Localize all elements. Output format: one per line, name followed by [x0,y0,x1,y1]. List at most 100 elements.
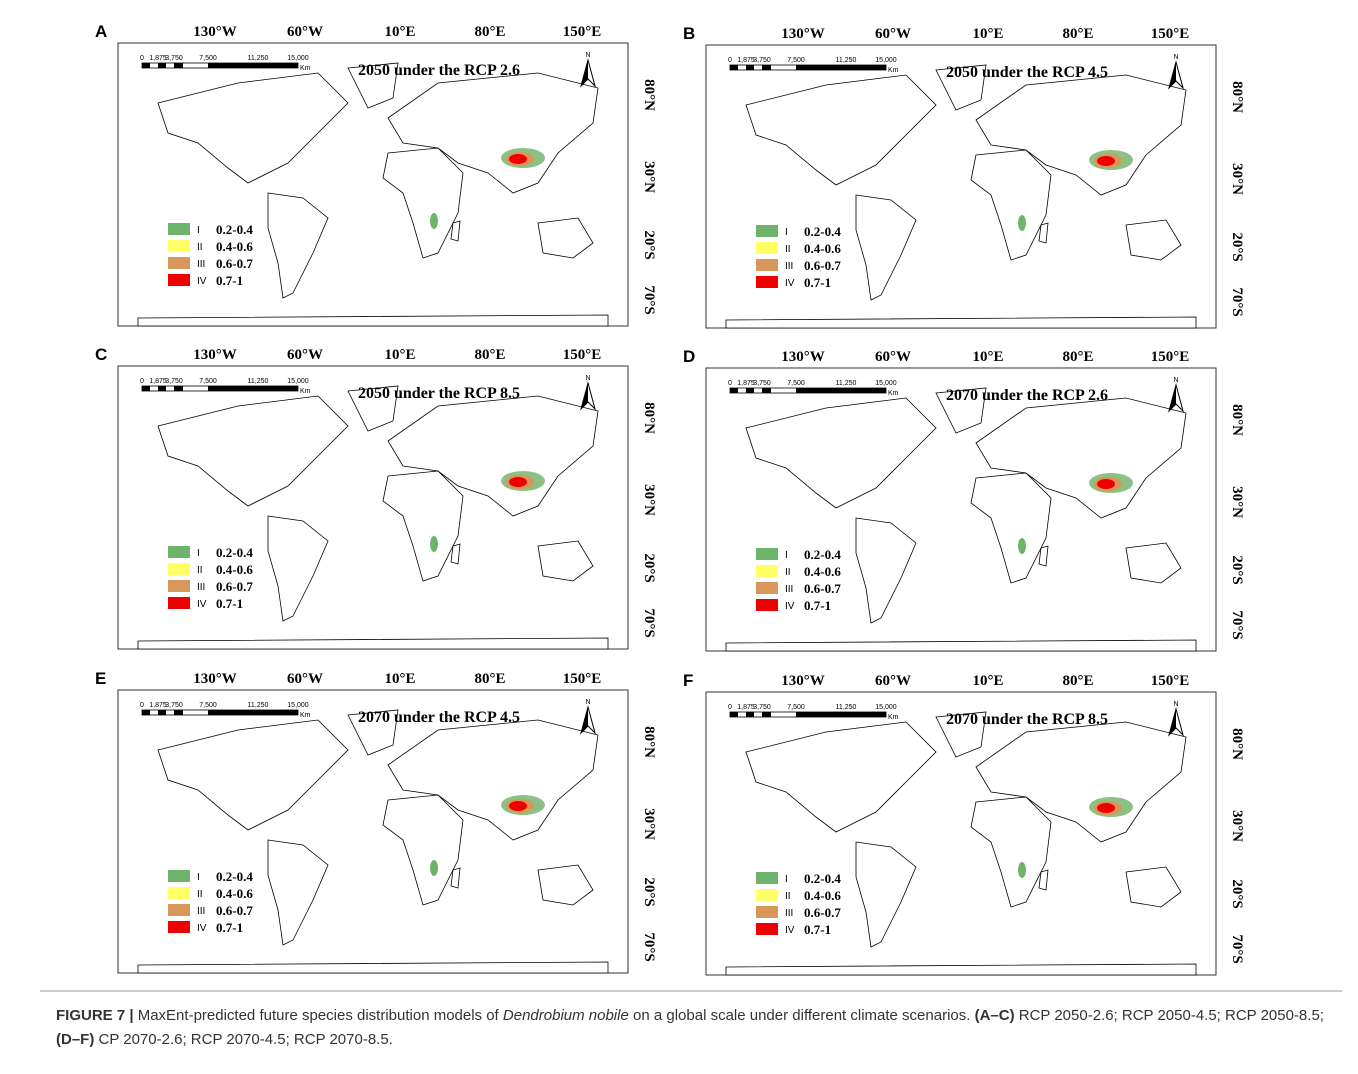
legend-range: 0.6-0.7 [804,581,841,596]
longitude-label: 60°W [875,673,911,689]
scale-label: 7,500 [787,57,805,64]
legend-class: II [785,891,791,902]
legend-range: 0.2-0.4 [804,871,841,886]
legend-class: IV [785,278,795,289]
scale-label: 1,875 [737,704,755,711]
legend-range: 0.7-1 [804,598,831,613]
world-map [726,388,1196,651]
legend-range: 0.6-0.7 [804,258,841,273]
legend-class: IV [785,925,795,936]
latitude-label: 30°N [1229,163,1245,195]
longitude-label: 80°E [474,24,505,40]
scale-segment [158,386,166,391]
latitude-label: 20°S [1229,232,1245,261]
legend-range: 0.7-1 [804,275,831,290]
legend-class: IV [197,923,207,934]
scale-unit: Km [888,390,899,397]
latitude-label: 70°S [1229,934,1245,963]
legend-range: 0.7-1 [216,273,243,288]
scale-label: 7,500 [199,702,217,709]
legend-swatch [756,225,778,237]
legend-range: 0.4-0.6 [216,239,253,254]
caption-range: (A–C) [975,1007,1015,1024]
latitude-label: 30°N [641,161,657,193]
legend-range: 0.6-0.7 [216,903,253,918]
scale-label: 1,875 [149,378,167,385]
longitude-label: 150°E [1151,673,1190,689]
latitude-label: 80°N [641,726,657,758]
scale-unit: Km [888,67,899,74]
scale-segment [258,386,298,391]
legend-range: 0.7-1 [804,922,831,937]
legend-range: 0.4-0.6 [216,886,253,901]
longitude-label: 80°E [474,671,505,687]
scale-segment [746,712,754,717]
longitude-label: 150°E [1151,26,1190,42]
scale-label: 1,875 [737,57,755,64]
legend-range: 0.2-0.4 [216,869,253,884]
map-title: 2050 under the RCP 4.5 [946,64,1108,81]
longitude-label: 80°E [1062,349,1093,365]
legend-swatch [168,563,190,575]
scale-label: 0 [140,702,144,709]
map-title: 2070 under the RCP 4.5 [358,709,520,726]
scale-label: 15,000 [287,378,309,385]
longitude-label: 10°E [384,671,415,687]
scale-label: 11,250 [248,378,269,385]
longitude-label: 10°E [384,347,415,363]
latitude-label: 70°S [641,285,657,314]
panel-letter: E [95,669,106,688]
latitude-label: 30°N [1229,486,1245,518]
scale-segment [258,710,298,715]
scale-label: 0 [728,380,732,387]
north-label: N [585,699,590,706]
scale-label: 1,875 [737,380,755,387]
scale-label: 0 [728,57,732,64]
scale-label: 7,500 [199,55,217,62]
legend-swatch [756,599,778,611]
longitude-label: 130°W [781,26,825,42]
scale-segment [174,63,183,68]
map-panel: C130°W60°W10°E80°E150°E80°N30°N20°S70°S0… [95,345,657,649]
scale-segment [158,710,166,715]
legend-class: III [197,906,205,917]
scale-segment [846,388,886,393]
scale-segment [762,65,771,70]
longitude-label: 150°E [563,24,602,40]
latitude-label: 30°N [641,484,657,516]
scale-segment [796,65,846,70]
latitude-label: 80°N [641,402,657,434]
longitude-label: 150°E [563,347,602,363]
legend-class: III [197,259,205,270]
legend-class: I [785,227,788,238]
longitude-label: 10°E [972,26,1003,42]
scale-label: 1,875 [149,55,167,62]
legend-class: III [785,908,793,919]
scale-label: 11,250 [248,702,269,709]
legend-swatch [168,274,190,286]
latitude-label: 70°S [641,932,657,961]
legend-class: IV [785,601,795,612]
scale-label: 3,750 [165,702,183,709]
scale-label: 11,250 [248,55,269,62]
caption-species: Dendrobium nobile [503,1007,629,1024]
legend-swatch [756,565,778,577]
legend-class: II [197,565,203,576]
legend-range: 0.6-0.7 [216,256,253,271]
scale-segment [730,712,738,717]
longitude-label: 10°E [972,349,1003,365]
world-map [138,386,608,649]
legend-swatch [168,580,190,592]
scale-label: 11,250 [836,57,857,64]
map-title: 2050 under the RCP 8.5 [358,385,520,402]
legend-class: III [197,582,205,593]
scale-label: 11,250 [836,380,857,387]
legend-class: II [785,567,791,578]
legend-range: 0.4-0.6 [804,241,841,256]
world-map [138,63,608,326]
legend-swatch [756,889,778,901]
latitude-label: 20°S [641,877,657,906]
scale-label: 15,000 [287,702,309,709]
latitude-label: 70°S [1229,610,1245,639]
scale-unit: Km [300,388,311,395]
